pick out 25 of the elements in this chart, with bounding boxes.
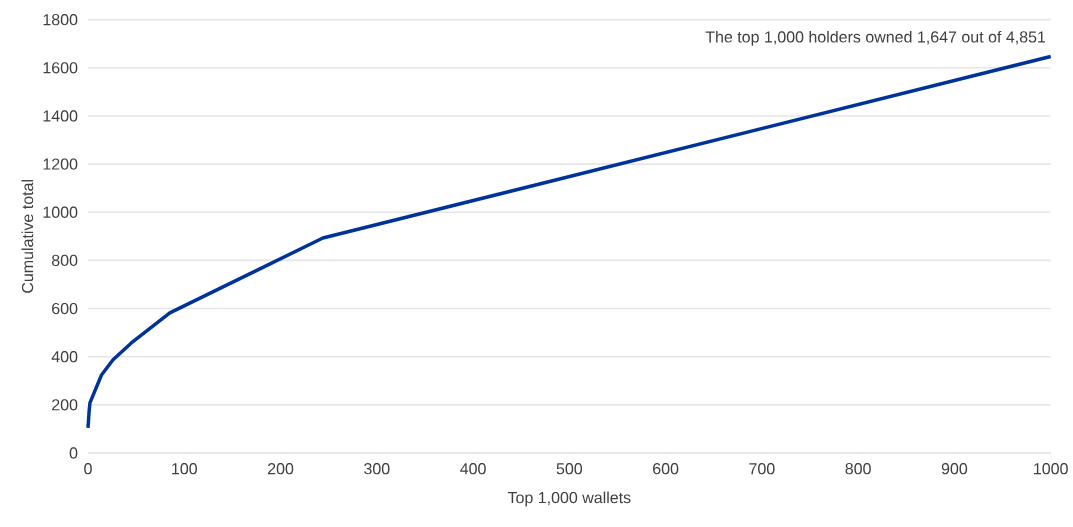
x-tick-label: 600	[653, 463, 679, 475]
x-tick-label: 300	[364, 463, 390, 475]
y-tick-label: 0	[69, 447, 78, 459]
annotation: The top 1,000 holders owned 1,647 out of 4,851	[705, 30, 1046, 46]
x-tick-label: 700	[749, 463, 775, 475]
y-tick-label: 1600	[43, 62, 78, 74]
x-axis-title: Top 1,000 wallets	[507, 491, 631, 507]
x-tick-label: 0	[84, 463, 92, 475]
x-tick-label: 900	[941, 463, 968, 475]
y-tick-label: 800	[51, 254, 78, 267]
x-tick-label: 1000	[1034, 463, 1068, 475]
y-tick-label: 1800	[43, 14, 78, 26]
y-tick-label: 600	[52, 302, 78, 315]
y-tick-label: 400	[51, 351, 78, 363]
x-tick-label: 200	[267, 463, 294, 475]
x-tick-label: 800	[845, 463, 871, 475]
y-tick-label: 1200	[43, 158, 78, 170]
y-axis-title: Cumulative total	[21, 180, 34, 293]
line-series	[86, 54, 1053, 430]
x-tick-label: 400	[460, 463, 486, 475]
x-tick-label: 500	[556, 463, 583, 475]
y-tick-label: 200	[52, 399, 78, 411]
y-tick-label: 1000	[43, 206, 78, 218]
x-tick-label: 100	[172, 463, 197, 475]
y-tick-label: 1400	[43, 110, 78, 122]
